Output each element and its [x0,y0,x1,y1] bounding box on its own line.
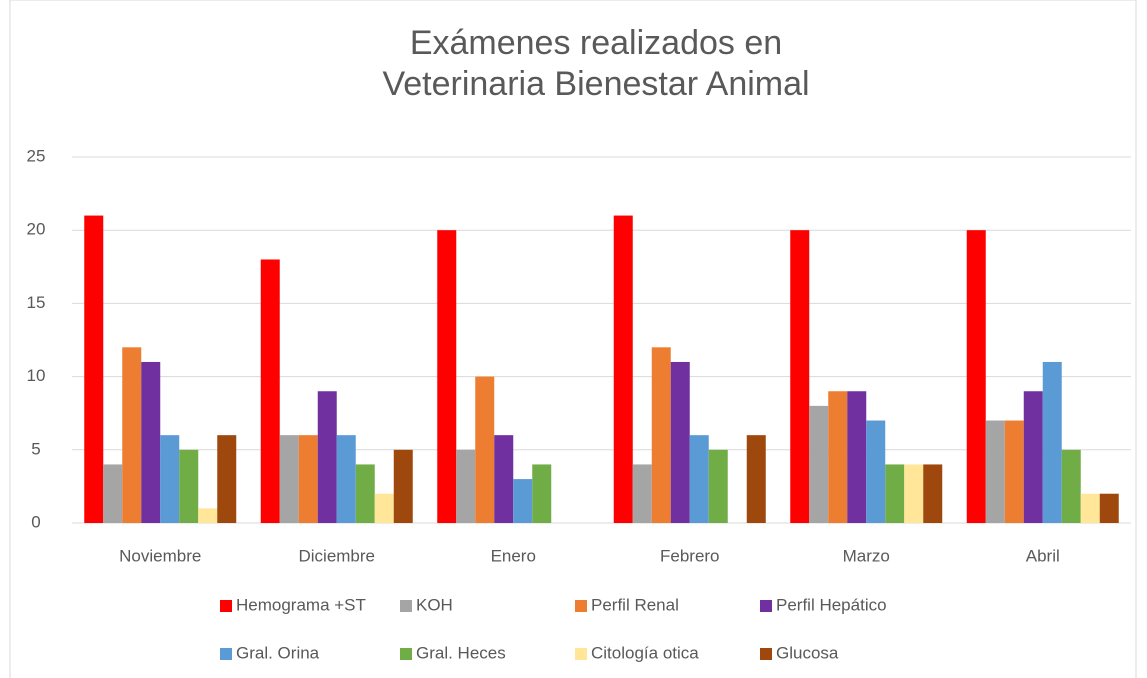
bar [260,259,280,523]
bar [456,449,476,523]
bar [279,435,299,523]
bar [966,230,986,523]
legend-swatch [575,600,587,612]
legend-swatch [220,600,232,612]
y-tick-label: 15 [27,293,46,312]
bar [746,435,766,523]
bar [632,464,652,523]
x-tick-label: Abril [1026,546,1060,565]
legend-label: Gral. Orina [236,643,320,662]
legend-swatch [400,648,412,660]
y-tick-label: 10 [27,366,46,385]
x-tick-label: Febrero [660,546,720,565]
y-tick-label: 20 [27,220,46,239]
bar [1004,420,1024,523]
y-tick-label: 0 [31,512,40,531]
bar [217,435,237,523]
bar [1042,361,1062,523]
bar [1099,493,1119,523]
bar [336,435,356,523]
legend-swatch [760,648,772,660]
bar [1023,391,1043,523]
bar [904,464,924,523]
legend-label: Perfil Hepático [776,595,887,614]
bar [866,420,886,523]
bar [141,361,161,523]
bar [923,464,943,523]
bar [708,449,728,523]
y-tick-label: 25 [27,146,46,165]
bar [122,347,142,523]
legend-swatch [220,648,232,660]
bar [847,391,867,523]
bar [885,464,905,523]
bar [790,230,810,523]
bar [513,479,533,523]
bar [84,215,104,523]
bar [198,508,218,523]
x-tick-label: Enero [491,546,536,565]
x-tick-label: Diciembre [298,546,375,565]
legend-label: Perfil Renal [591,595,679,614]
bar [374,493,394,523]
legend-label: Citología otica [591,643,699,662]
legend-label: Glucosa [776,643,839,662]
legend-swatch [400,600,412,612]
bar [809,405,829,523]
bar [475,376,495,523]
bar [160,435,180,523]
bar [317,391,337,523]
bar [1080,493,1100,523]
x-tick-label: Noviembre [119,546,201,565]
legend-swatch [760,600,772,612]
legend-label: KOH [416,595,453,614]
chart-title: Veterinaria Bienestar Animal [382,65,809,103]
bar [437,230,457,523]
bar [670,361,690,523]
legend-label: Gral. Heces [416,643,506,662]
bar [532,464,552,523]
x-tick-label: Marzo [843,546,890,565]
bar [393,449,413,523]
legend-swatch [575,648,587,660]
bar [828,391,848,523]
chart-title: Exámenes realizados en [410,24,782,62]
bar [613,215,633,523]
bar [355,464,375,523]
bar [1061,449,1081,523]
chart-border [9,0,1137,678]
bar [985,420,1005,523]
bar [494,435,514,523]
y-tick-label: 5 [31,439,40,458]
bar [298,435,318,523]
bar [651,347,671,523]
bar [689,435,709,523]
legend-label: Hemograma +ST [236,595,366,614]
bar [179,449,199,523]
bar [103,464,123,523]
